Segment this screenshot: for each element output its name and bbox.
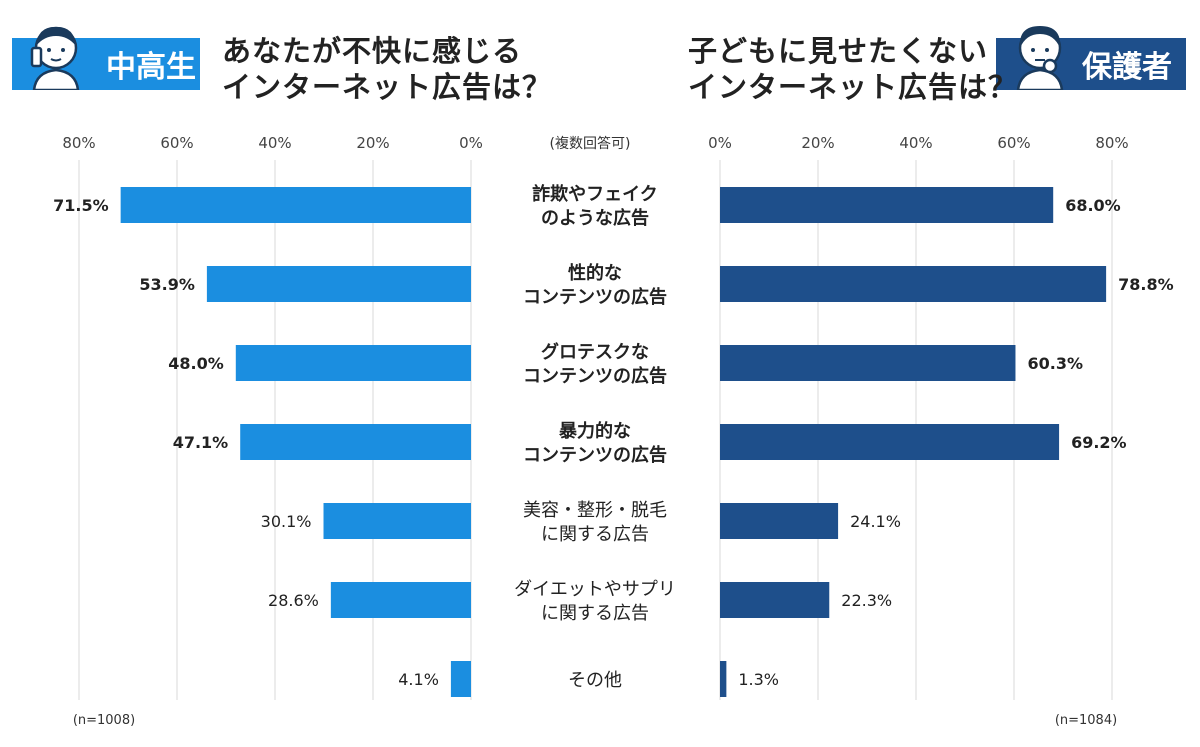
multi-answer-note: (複数回答可)	[550, 135, 631, 152]
students-bar	[240, 424, 471, 460]
parents-axis-tick-label: 80%	[1095, 134, 1128, 152]
parents-bar	[720, 503, 839, 539]
students-bar	[206, 266, 471, 302]
students-value-label: 53.9%	[139, 275, 195, 294]
parents-bar	[720, 661, 727, 697]
category-label: のような広告	[541, 207, 649, 229]
students-axis-tick-label: 80%	[62, 134, 95, 152]
parents-value-label: 24.1%	[850, 512, 901, 531]
students-value-label: 4.1%	[398, 670, 439, 689]
students-value-label: 71.5%	[53, 196, 109, 215]
parents-value-label: 1.3%	[738, 670, 779, 689]
category-label: 性的な	[568, 262, 622, 284]
parents-sample-size: (n=1084)	[1055, 713, 1117, 728]
category-label: 美容・整形・脱毛	[523, 500, 667, 521]
student-phone-icon	[30, 26, 80, 90]
category-label: に関する広告	[541, 603, 649, 624]
category-label: ダイエットやサプリ	[514, 579, 676, 600]
parents-value-label: 78.8%	[1118, 275, 1174, 294]
students-sample-size: (n=1008)	[73, 713, 135, 728]
students-bar	[323, 503, 471, 539]
category-label: 暴力的な	[559, 420, 631, 442]
category-label: に関する広告	[541, 524, 649, 545]
parents-bar	[720, 345, 1016, 381]
students-axis-tick-label: 20%	[356, 134, 389, 152]
parents-axis-tick-label: 0%	[708, 134, 732, 152]
parents-bar	[720, 582, 830, 618]
parents-bar	[720, 424, 1060, 460]
category-label: その他	[568, 670, 622, 691]
students-value-label: 28.6%	[268, 591, 319, 610]
parents-value-label: 22.3%	[841, 591, 892, 610]
parents-question-title: 子どもに見せたくない インターネット広告は？	[688, 34, 1019, 104]
parent-thinking-icon	[1016, 26, 1064, 90]
students-axis-tick-label: 60%	[160, 134, 193, 152]
parents-badge-label: 保護者	[1082, 50, 1172, 85]
category-label: コンテンツの広告	[523, 286, 667, 308]
category-label: コンテンツの広告	[523, 365, 667, 387]
students-value-label: 48.0%	[168, 354, 224, 373]
parents-value-label: 60.3%	[1027, 354, 1083, 373]
students-axis-tick-label: 0%	[459, 134, 483, 152]
parents-bar	[720, 187, 1054, 223]
category-label: 詐欺やフェイク	[532, 183, 658, 205]
students-bar	[235, 345, 471, 381]
category-label: コンテンツの広告	[523, 444, 667, 466]
students-question-title: あなたが不快に感じる インターネット広告は？	[222, 34, 553, 104]
parents-value-label: 69.2%	[1071, 433, 1127, 452]
students-axis-tick-label: 40%	[258, 134, 291, 152]
parents-axis-tick-label: 20%	[801, 134, 834, 152]
students-bar	[120, 187, 472, 223]
category-label: グロテスクな	[541, 341, 649, 363]
parents-bar	[720, 266, 1107, 302]
students-value-label: 47.1%	[173, 433, 229, 452]
parents-axis-tick-label: 60%	[997, 134, 1030, 152]
students-value-label: 30.1%	[261, 512, 312, 531]
parents-value-label: 68.0%	[1065, 196, 1121, 215]
students-badge-label: 中高生	[106, 50, 196, 85]
parents-axis-tick-label: 40%	[899, 134, 932, 152]
students-bar	[450, 661, 471, 697]
students-bar	[330, 582, 471, 618]
